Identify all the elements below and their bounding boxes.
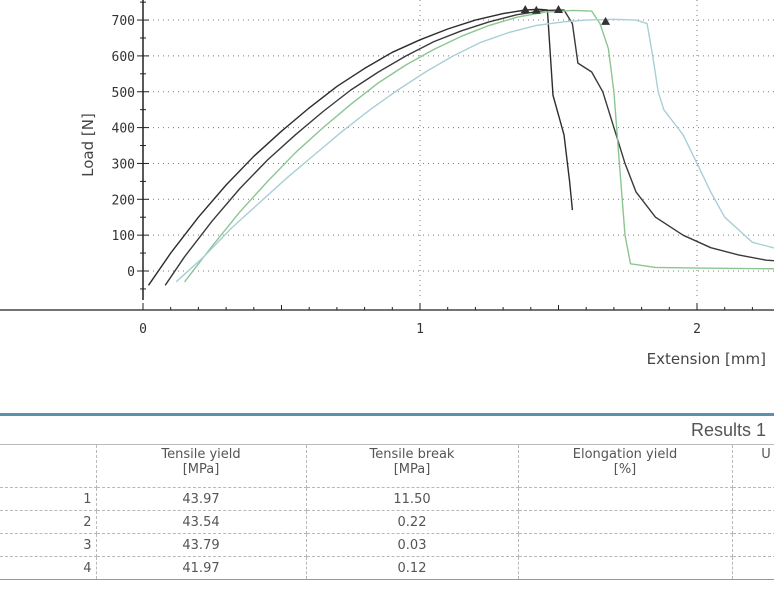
elongation-yield-cell [518, 510, 733, 534]
elongation-yield-header[interactable]: Elongation yield [%] [518, 444, 733, 488]
column-unit: [%] [613, 462, 637, 477]
load-extension-chart: 0 100 200 300 400 500 600 700 0 1 2 Extension [mm]… [0, 0, 774, 368]
y-tick-label: 300 [112, 157, 135, 172]
series-line-4 [175, 18, 774, 283]
tensile-yield-header[interactable]: Tensile yield [MPa] [96, 444, 307, 488]
elongation-yield-cell [518, 533, 733, 557]
tensile-yield-cell: 41.97 [96, 556, 307, 580]
tensile-yield-cell: 43.79 [96, 533, 307, 557]
y-tick-label: 400 [112, 122, 135, 137]
table-row[interactable]: 2 43.54 0.22 [0, 510, 774, 534]
x-tick-label: 1 [416, 322, 424, 337]
yield-marker [531, 5, 541, 14]
results-title: Results 1 [690, 420, 766, 440]
row-number: 1 [0, 487, 97, 511]
column-name: Elongation yield [572, 447, 678, 462]
y-tick-label: 600 [112, 50, 135, 65]
y-tick-label: 500 [112, 86, 135, 101]
yield-marker [554, 5, 563, 14]
column-unit: [MPa] [182, 462, 220, 477]
x-tick-label: 0 [139, 322, 147, 337]
row-number: 3 [0, 533, 97, 557]
y-tick-label: 0 [127, 265, 135, 280]
tensile-break-header[interactable]: Tensile break [MPa] [306, 444, 519, 488]
elongation-yield-cell [518, 487, 733, 511]
row-number-header [0, 444, 97, 488]
row-number: 2 [0, 510, 97, 534]
results-table: Tensile yield [MPa] Tensile break [MPa] … [0, 444, 774, 580]
results-header-row: Tensile yield [MPa] Tensile break [MPa] … [0, 444, 774, 488]
row-number: 4 [0, 556, 97, 580]
tensile-break-cell: 0.22 [306, 510, 519, 534]
truncated-cell [732, 533, 774, 557]
truncated-cell [732, 556, 774, 580]
yield-marker [520, 5, 530, 14]
panel-divider [0, 413, 774, 416]
table-row[interactable]: 1 43.97 11.50 [0, 487, 774, 511]
tick-labels: 0 100 200 300 400 500 600 700 0 1 2 [112, 14, 701, 337]
truncated-cell [732, 487, 774, 511]
y-tick-label: 200 [112, 193, 135, 208]
tensile-break-cell: 11.50 [306, 487, 519, 511]
truncated-cell [732, 510, 774, 534]
tensile-break-cell: 0.03 [306, 533, 519, 557]
column-name: Tensile yield [161, 447, 241, 462]
chart-svg: 0 100 200 300 400 500 600 700 0 1 2 Extension [mm]… [0, 0, 774, 368]
yield-marker [601, 16, 611, 25]
table-row[interactable]: 3 43.79 0.03 [0, 533, 774, 557]
series-line-1 [147, 8, 574, 286]
y-tick-label: 100 [112, 229, 135, 244]
tensile-break-cell: 0.12 [306, 556, 519, 580]
results-panel: Results 1 Tensile yield [MPa] Tensile br… [0, 410, 774, 594]
table-row[interactable]: 4 41.97 0.12 [0, 556, 774, 580]
column-name: Tensile break [369, 447, 455, 462]
x-tick-label: 2 [693, 322, 701, 337]
series-layer [147, 8, 774, 286]
column-unit: [MPa] [393, 462, 431, 477]
y-axis-title: Load [N] [79, 113, 97, 177]
column-name: U [761, 447, 771, 462]
series-line-3 [184, 9, 774, 283]
series-line-2 [164, 9, 774, 286]
grid-lines [143, 0, 774, 300]
axes [0, 0, 774, 311]
tensile-yield-cell: 43.54 [96, 510, 307, 534]
elongation-yield-cell [518, 556, 733, 580]
markers-layer [520, 5, 611, 25]
y-tick-label: 700 [112, 14, 135, 29]
truncated-column-header[interactable]: U [732, 444, 774, 488]
tensile-yield-cell: 43.97 [96, 487, 307, 511]
x-axis-title: Extension [mm] [647, 350, 766, 368]
